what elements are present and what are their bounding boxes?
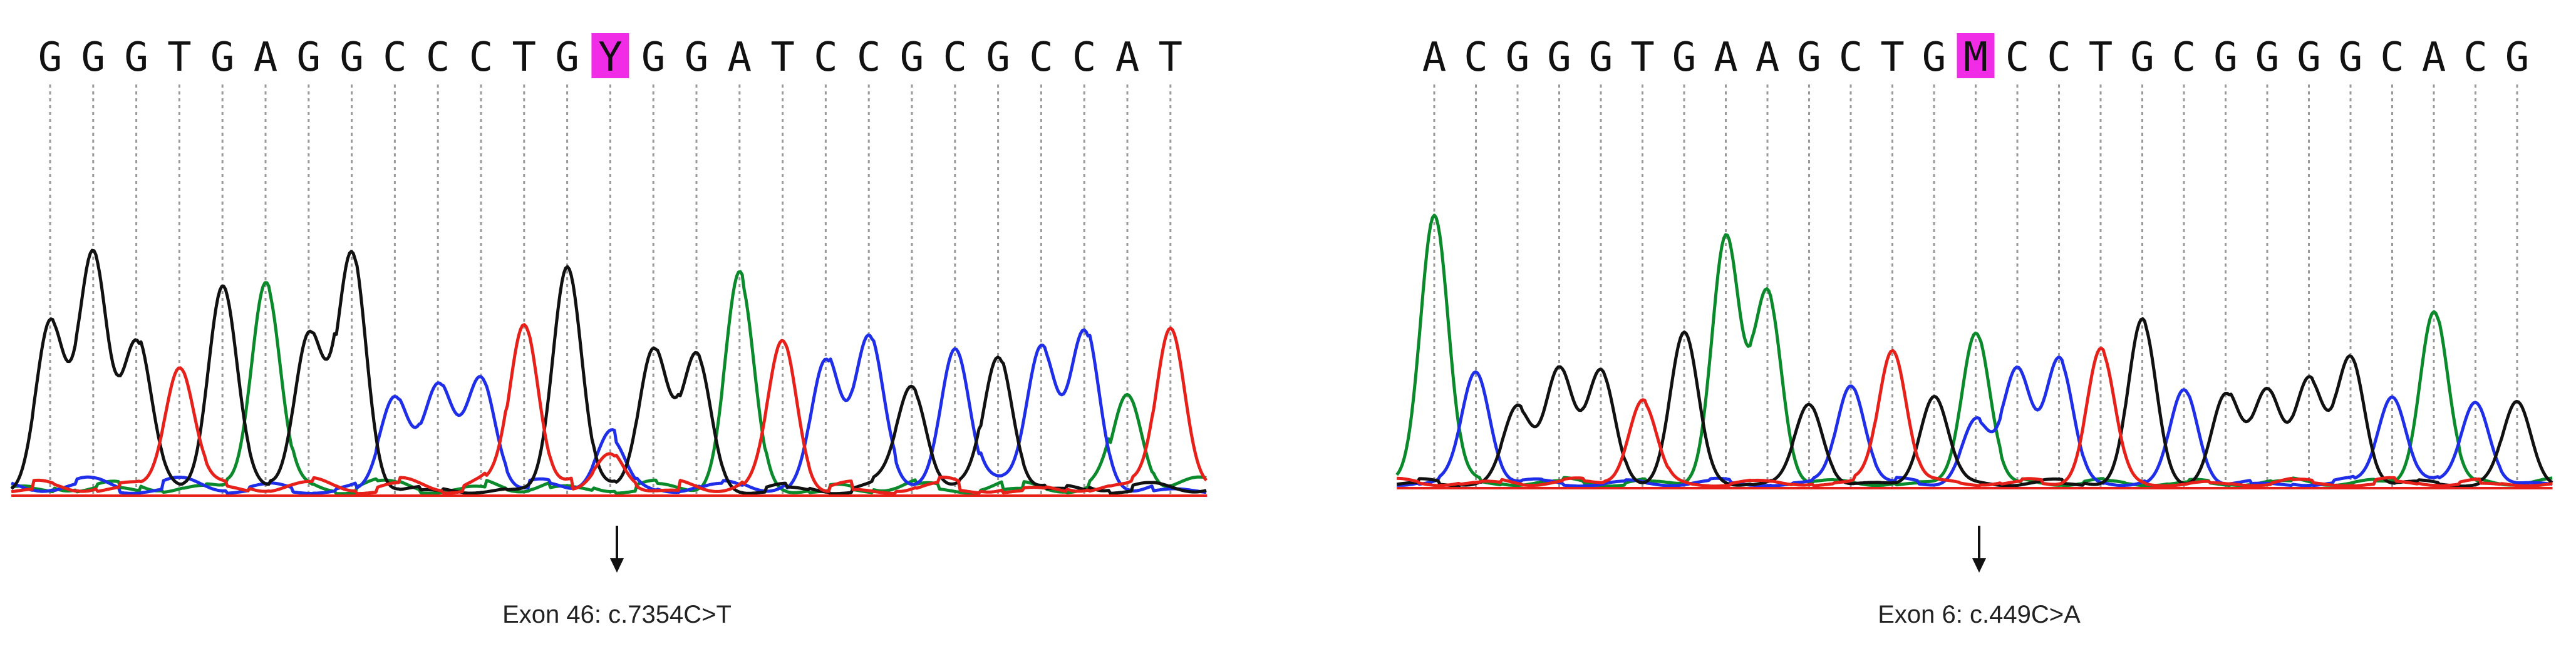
base-call: A <box>254 34 278 81</box>
base-call: A <box>728 34 752 81</box>
base-call: C <box>2463 34 2488 81</box>
base-call: C <box>1839 34 1863 81</box>
base-call: A <box>1714 34 1738 81</box>
base-call: C <box>2172 34 2196 81</box>
base-call: G <box>2213 34 2238 81</box>
base-call: G <box>1672 34 1697 81</box>
base-call: C <box>857 34 881 81</box>
base-call: G <box>1922 34 1947 81</box>
base-call: C <box>2380 34 2404 81</box>
base-call: A <box>1115 34 1140 81</box>
base-call: G <box>339 34 364 81</box>
base-call: G <box>2130 34 2154 81</box>
trace-c <box>1397 355 2553 488</box>
base-call: T <box>770 34 795 81</box>
trace-a <box>1395 213 2553 488</box>
base-call: T <box>1880 34 1905 81</box>
trace-c <box>11 328 1207 496</box>
base-call: G <box>38 34 63 81</box>
base-call: G <box>1506 34 1530 81</box>
base-call: G <box>2339 34 2363 81</box>
base-call: G <box>986 34 1010 81</box>
base-call: C <box>1464 34 1488 81</box>
base-call: G <box>555 34 579 81</box>
base-call: G <box>1547 34 1571 81</box>
variant-arrow-head <box>1972 558 1986 573</box>
trace-g <box>10 248 1207 496</box>
base-call: T <box>2089 34 2113 81</box>
variant-highlight <box>591 33 629 78</box>
base-call: G <box>210 34 235 81</box>
base-call: G <box>2505 34 2530 81</box>
base-call: G <box>2297 34 2321 81</box>
base-call: G <box>685 34 709 81</box>
base-call: C <box>1029 34 1053 81</box>
base-call: G <box>900 34 924 81</box>
base-call: C <box>469 34 494 81</box>
base-call: C <box>2005 34 2030 81</box>
variant-highlight <box>1957 33 1995 78</box>
base-call: G <box>1797 34 1821 81</box>
variant-annotation-exon-46: Exon 46: c.7354C>T <box>502 601 732 628</box>
base-call: T <box>1159 34 1183 81</box>
base-call: T <box>167 34 192 81</box>
base-call: C <box>383 34 407 81</box>
variant-base-call: Y <box>598 34 623 81</box>
base-call: A <box>1422 34 1447 81</box>
trace-a <box>11 270 1207 496</box>
base-call: C <box>1072 34 1097 81</box>
base-call: T <box>1630 34 1655 81</box>
base-call: G <box>81 34 106 81</box>
variant-base-call: M <box>1963 34 1988 81</box>
base-call: G <box>2255 34 2280 81</box>
base-call: G <box>641 34 666 81</box>
base-call: C <box>2047 34 2071 81</box>
base-call: T <box>512 34 537 81</box>
base-call: A <box>1756 34 1780 81</box>
trace-t <box>11 323 1208 496</box>
base-call: G <box>297 34 321 81</box>
variant-annotation-exon-6: Exon 6: c.449C>A <box>1878 601 2081 628</box>
trace-t <box>1397 347 2553 488</box>
base-call: C <box>426 34 450 81</box>
variant-arrow-head <box>610 558 624 573</box>
base-call: G <box>1589 34 1613 81</box>
base-call: C <box>814 34 838 81</box>
base-call: A <box>2422 34 2446 81</box>
base-call: G <box>124 34 148 81</box>
base-call: C <box>943 34 968 81</box>
trace-g <box>1396 317 2553 488</box>
